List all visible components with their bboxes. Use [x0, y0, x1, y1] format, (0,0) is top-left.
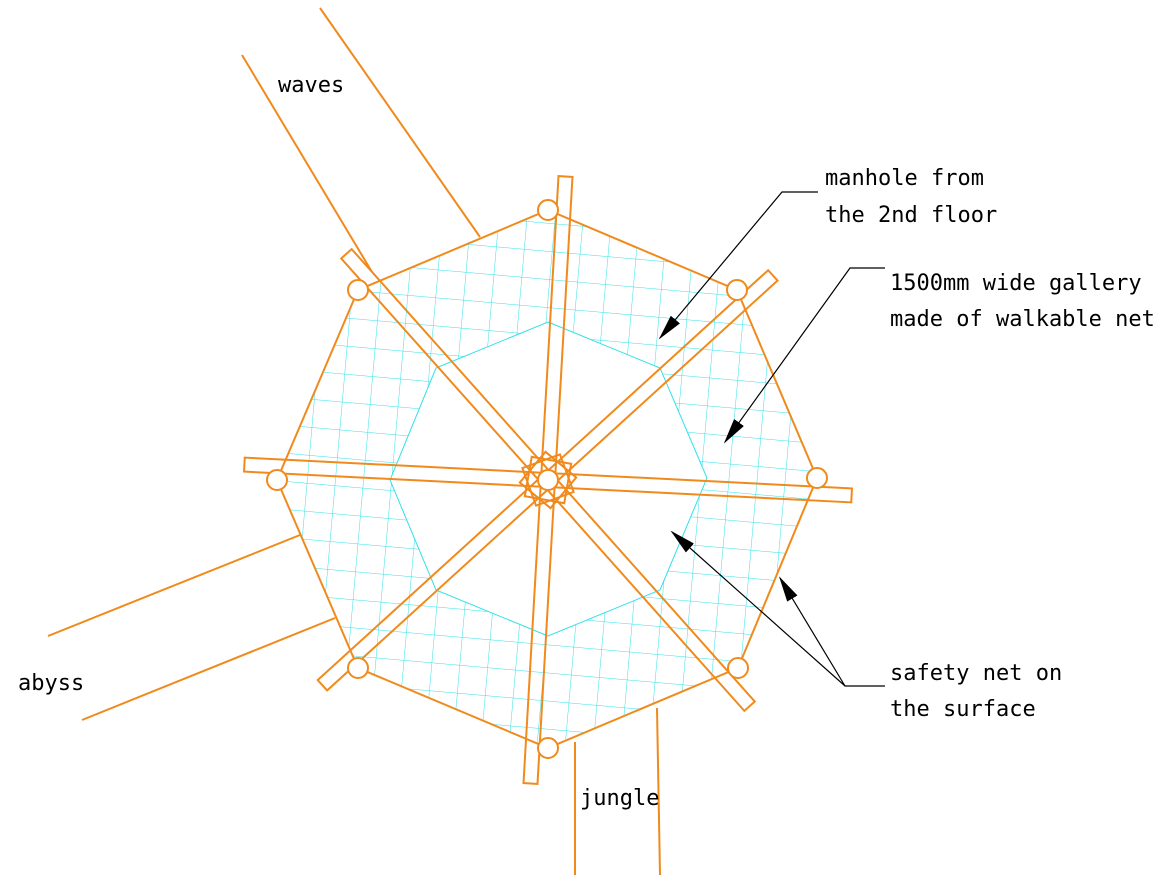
label-manhole: the 2nd floor [825, 203, 997, 228]
label-waves: waves [278, 73, 344, 98]
label-manhole: manhole from [825, 166, 984, 191]
label-abyss: abyss [18, 671, 84, 696]
label-safety-net: safety net on [890, 661, 1062, 686]
leaders [658, 191, 885, 687]
label-gallery: 1500mm wide gallery [890, 271, 1142, 296]
posts [266, 199, 828, 759]
label-safety-net: the surface [890, 697, 1036, 722]
label-jungle: jungle [580, 786, 659, 811]
access-lines [47, 7, 661, 876]
label-gallery: made of walkable net [890, 307, 1155, 332]
